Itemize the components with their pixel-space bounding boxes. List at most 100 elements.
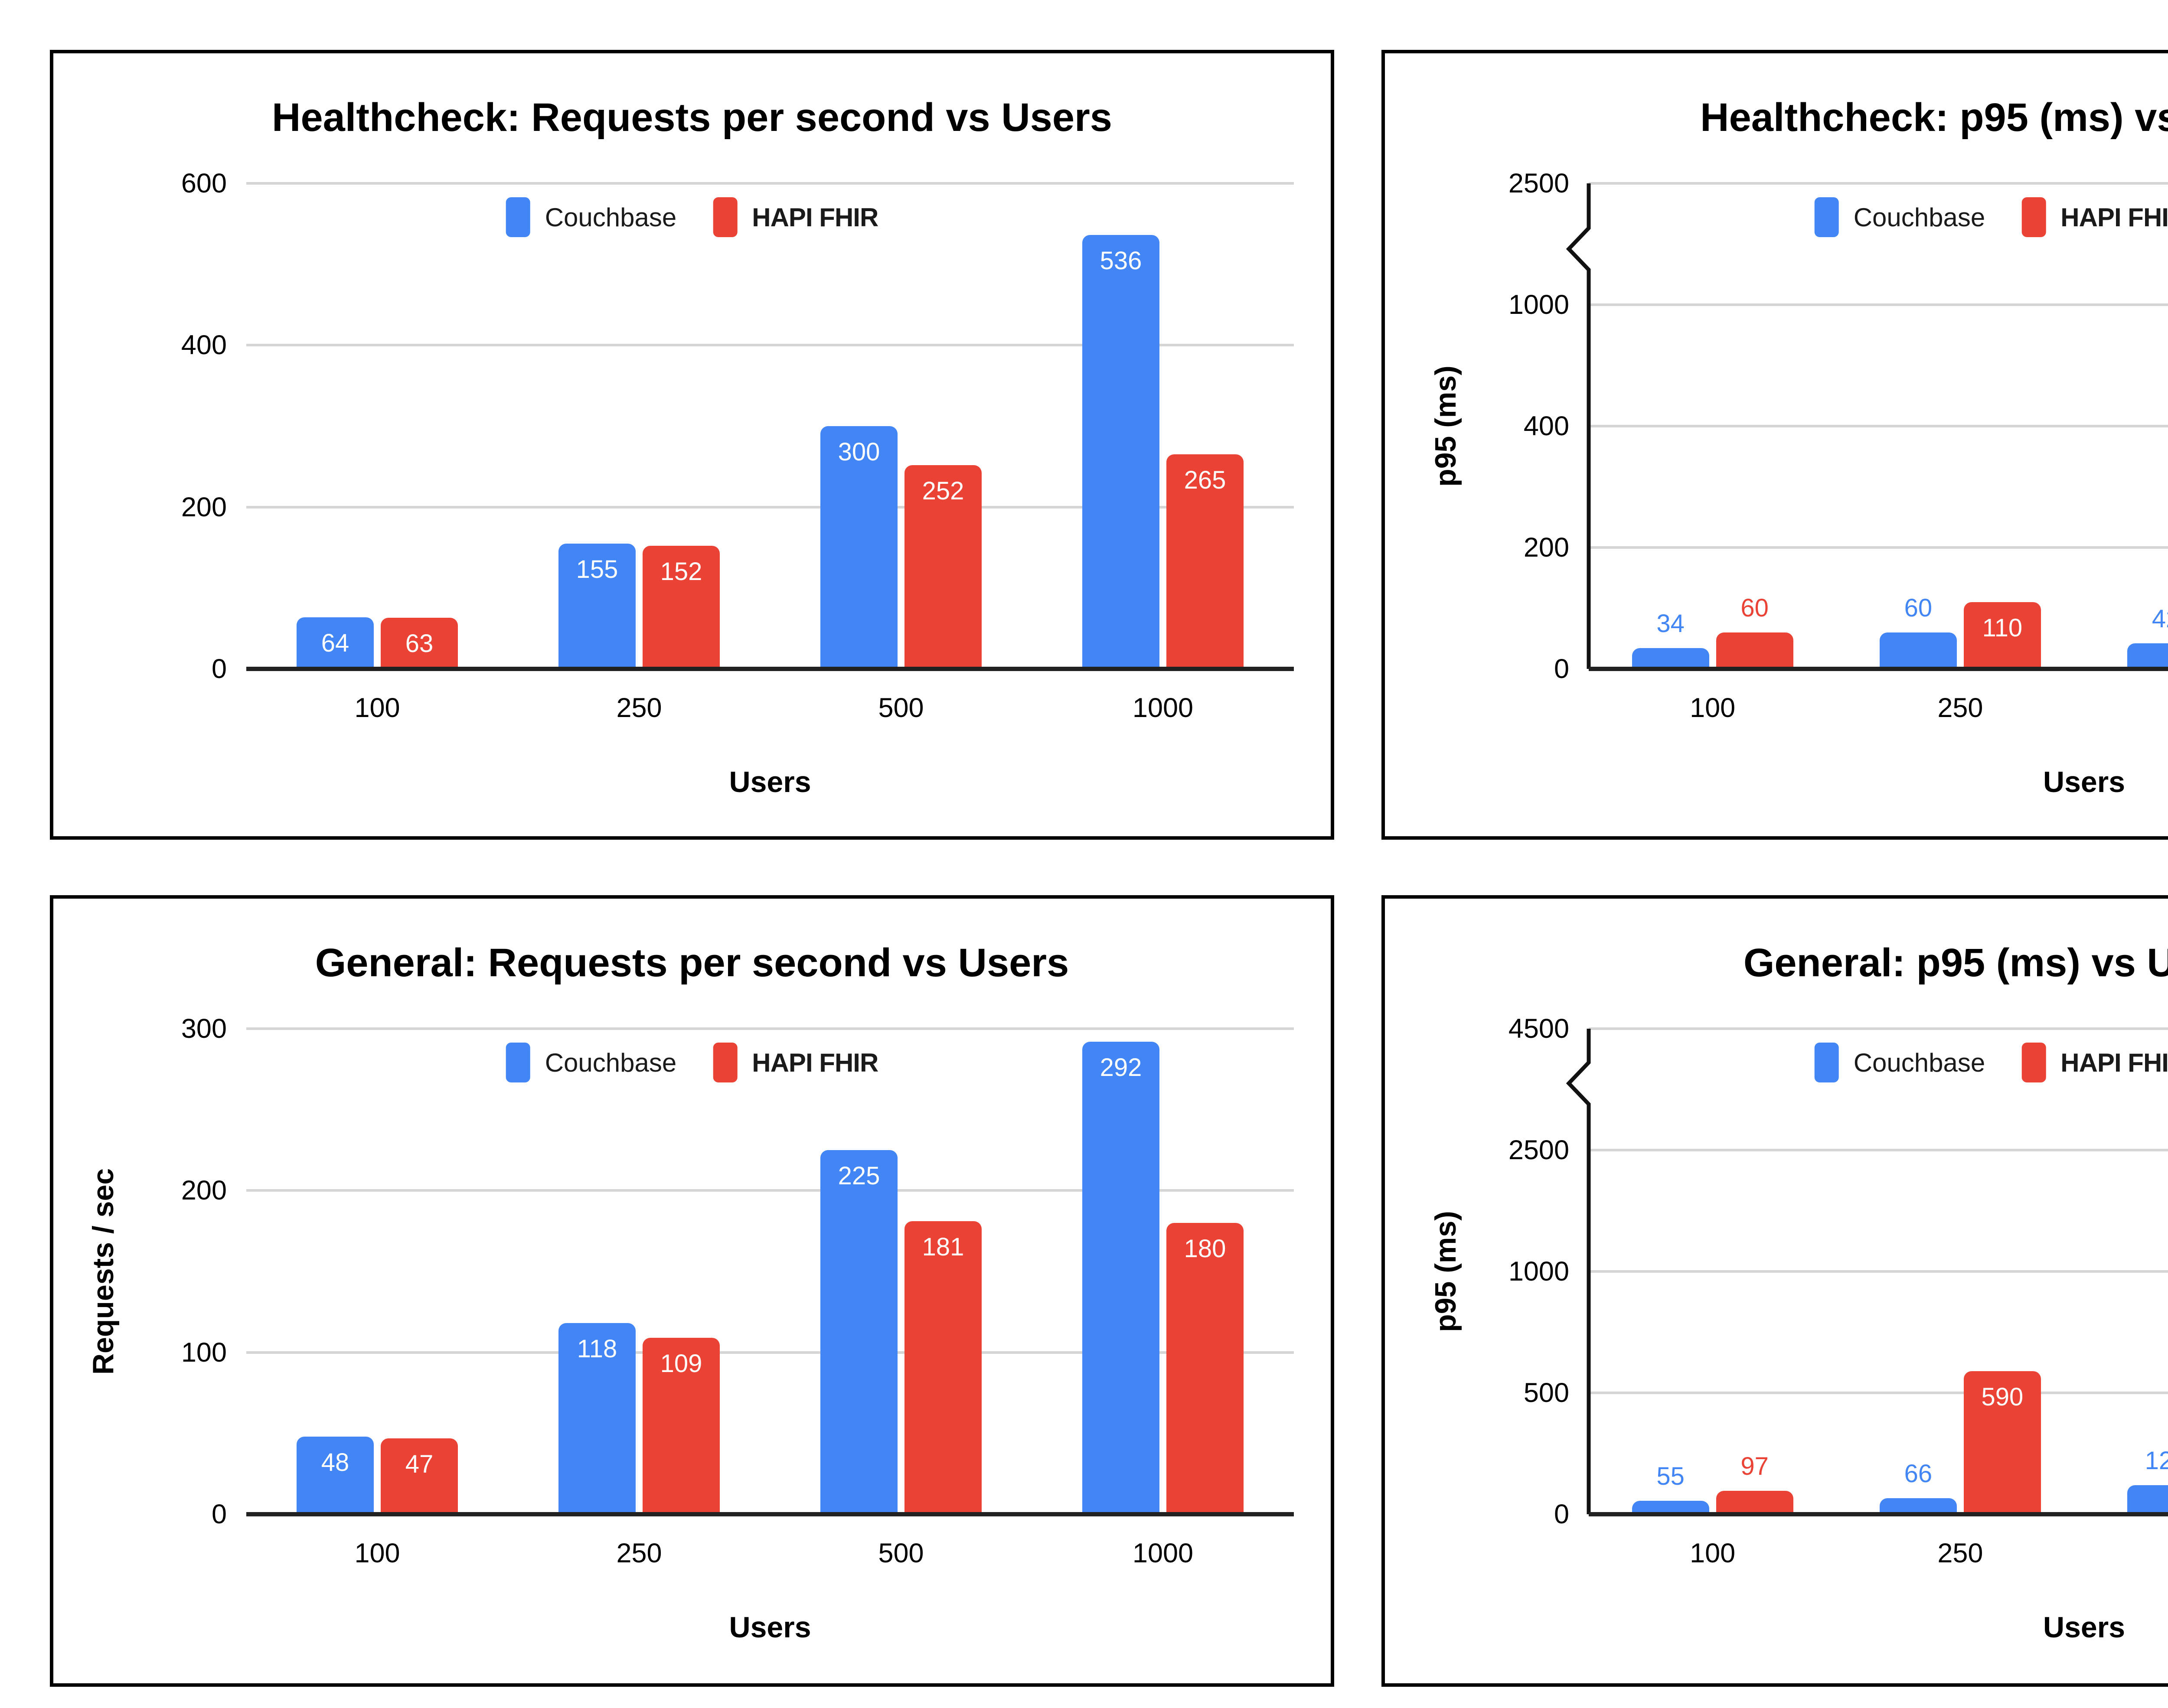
bar-value-label: 252 — [922, 476, 964, 505]
bar-value-label: 536 — [1100, 247, 1142, 275]
bar-value-label: 180 — [1184, 1235, 1226, 1263]
legend-swatch-couchbase — [506, 1043, 530, 1082]
legend-swatch-couchbase — [1814, 1043, 1839, 1082]
bar-value-label: 55 — [1656, 1462, 1685, 1491]
y-axis-title: p95 (ms) — [1411, 183, 1480, 669]
legend-label: Couchbase — [1853, 1048, 1985, 1077]
x-axis-title: Users — [2043, 1611, 2126, 1644]
y-tick-label: 2500 — [1508, 168, 1569, 199]
legend-swatch-hapi-fhir — [713, 197, 738, 237]
bar-couchbase-1000 — [1082, 235, 1159, 669]
legend-label: Couchbase — [1853, 202, 1985, 232]
x-tick-label: 100 — [354, 1538, 400, 1568]
y-tick-label: 200 — [181, 492, 227, 522]
x-tick-label: 250 — [1937, 693, 1983, 723]
chart-general-p95: General: p95 (ms) vs Users 0 500 1000 2500 4… — [1381, 895, 2168, 1687]
gridline — [1589, 303, 2168, 306]
chart-healthcheck-p95: Healthcheck: p95 (ms) vs Users 0 200 400 10… — [1381, 50, 2168, 840]
legend: Couchbase HAPI FHIR — [1814, 1043, 2168, 1082]
legend-item-couchbase: Couchbase — [1814, 197, 1985, 237]
y-axis-line — [1566, 1029, 1591, 1514]
legend-label: Couchbase — [545, 1048, 677, 1077]
y-axis-title-text: Requests / sec — [87, 1168, 120, 1375]
bar-value-label: 181 — [922, 1233, 964, 1261]
bar-value-label: 47 — [405, 1450, 434, 1478]
x-axis-line — [1589, 1512, 2168, 1516]
bar-value-label: 300 — [838, 438, 880, 466]
gridline — [246, 505, 1294, 508]
x-tick-label: 500 — [878, 1538, 924, 1568]
legend-swatch-hapi-fhir — [713, 1043, 738, 1082]
gridline — [246, 1351, 1294, 1354]
legend-item-hapi-fhir: HAPI FHIR — [2021, 197, 2168, 237]
bar-value-label: 120 — [2145, 1446, 2168, 1475]
gridline — [1589, 1270, 2168, 1273]
bar-couchbase-500 — [2127, 643, 2168, 669]
x-tick-label: 1000 — [1132, 693, 1194, 723]
plot-area: 0 100 200 300 48 47 100 118 109 250 225 181 500 292 18… — [87, 1014, 1294, 1644]
legend-label: HAPI FHIR — [752, 202, 878, 232]
bar-value-label: 292 — [1100, 1053, 1142, 1082]
x-axis-title: Users — [729, 766, 811, 799]
gridline — [246, 182, 1294, 185]
bar-couchbase-100 — [1632, 1501, 1709, 1514]
x-tick-label: 100 — [354, 693, 400, 723]
bar-hapi-fhir-250 — [643, 546, 720, 669]
x-tick-label: 500 — [2143, 691, 2168, 724]
bar-hapi-fhir-100 — [1716, 1490, 1793, 1514]
legend: Couchbase HAPI FHIR — [1814, 197, 2168, 237]
chart-general-rps: General: Requests per second vs Users 0 1… — [50, 895, 1334, 1687]
bar-couchbase-250 — [1879, 632, 1957, 669]
x-axis-line — [246, 1512, 1294, 1516]
legend: Couchbase HAPI FHIR — [506, 197, 878, 237]
bar-couchbase-250 — [558, 1323, 636, 1514]
legend-label: Couchbase — [545, 202, 677, 232]
bar-couchbase-250 — [558, 543, 636, 669]
plot-area: 0 200 400 600 64 63 100 155 152 250 300 252 500 536 26… — [181, 168, 1294, 799]
bar-hapi-fhir-250 — [1963, 602, 2041, 669]
bar-couchbase-100 — [297, 1436, 374, 1514]
y-tick-label: 500 — [1523, 1378, 1569, 1408]
y-tick-label: 300 — [181, 1014, 227, 1044]
bar-value-label: 60 — [1740, 594, 1769, 622]
x-tick-label: 100 — [1690, 693, 1736, 723]
bar-couchbase-100 — [297, 617, 374, 669]
y-axis-title: p95 (ms) — [1411, 1029, 1480, 1514]
legend-item-couchbase: Couchbase — [506, 1043, 677, 1082]
bar-value-label: 64 — [321, 629, 349, 657]
y-axis-title-text: p95 (ms) — [1429, 365, 1463, 487]
gridline — [246, 1027, 1294, 1030]
x-tick-label: 500 — [878, 693, 924, 723]
plot-area: 0200400100025003460100601102504242050011… — [1429, 168, 2168, 799]
gridline — [1589, 1027, 2168, 1030]
bar-hapi-fhir-250 — [1963, 1371, 2041, 1514]
bar-value-label: 590 — [1981, 1382, 2024, 1411]
x-axis-title: Users — [729, 1611, 811, 1644]
bar-hapi-fhir-500 — [904, 465, 982, 669]
x-tick-label: 500 — [2143, 1537, 2168, 1570]
gridline — [246, 1189, 1294, 1192]
legend-swatch-couchbase — [506, 197, 530, 237]
y-tick-label: 200 — [181, 1175, 227, 1206]
legend-label: HAPI FHIR — [2060, 202, 2168, 232]
axis-break-zigzag — [1566, 183, 1591, 669]
gridline — [1589, 1392, 2168, 1394]
y-tick-label: 600 — [181, 168, 227, 199]
bar-hapi-fhir-100 — [381, 618, 458, 669]
y-tick-label: 1000 — [1508, 1256, 1569, 1287]
x-tick-label: 250 — [616, 693, 662, 723]
legend-label: HAPI FHIR — [752, 1048, 878, 1077]
x-axis-line — [246, 667, 1294, 671]
y-tick-label: 4500 — [1508, 1014, 1569, 1044]
gridline — [1589, 546, 2168, 549]
bar-value-label: 42 — [2152, 605, 2168, 633]
y-tick-label: 400 — [181, 330, 227, 361]
bar-hapi-fhir-250 — [643, 1338, 720, 1514]
y-tick-label: 0 — [211, 654, 227, 684]
chart-healthcheck-rps: Healthcheck: Requests per second vs User… — [50, 50, 1334, 840]
bar-value-label: 63 — [405, 629, 434, 658]
x-tick-label: 250 — [1937, 1538, 1983, 1568]
y-tick-label: 1000 — [1508, 290, 1569, 320]
legend-item-couchbase: Couchbase — [1814, 1043, 1985, 1082]
